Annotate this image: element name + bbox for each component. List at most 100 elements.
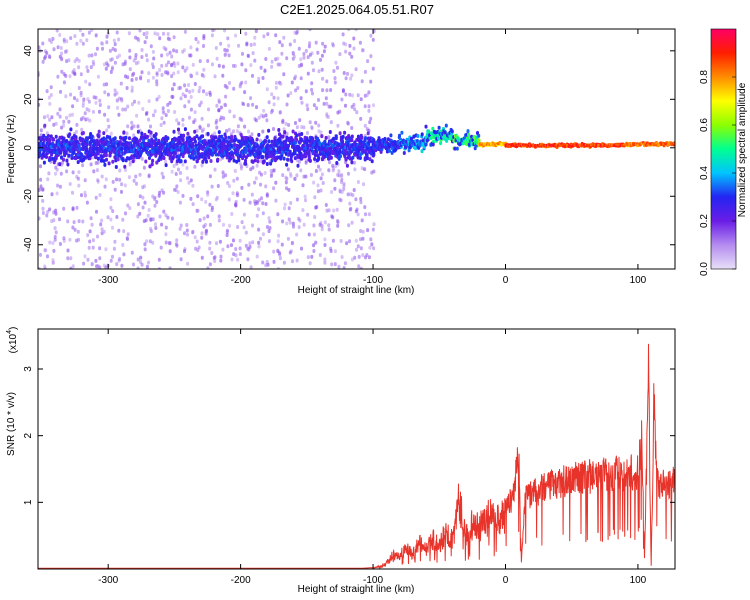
spectrogram-cell bbox=[193, 139, 197, 144]
spectrogram-cell bbox=[310, 60, 314, 65]
spectrogram-cell bbox=[232, 178, 236, 183]
spectrogram-cell bbox=[94, 33, 98, 38]
spectrogram-cell bbox=[369, 33, 373, 38]
spectrogram-cell bbox=[207, 155, 211, 160]
spectrogram-cell bbox=[62, 157, 65, 162]
spectrogram-cell bbox=[208, 222, 212, 227]
spectrogram-cell bbox=[76, 160, 80, 165]
spectrogram-cell bbox=[136, 214, 140, 219]
spectrogram-cell bbox=[91, 109, 95, 114]
spectrogram-cell bbox=[67, 153, 71, 158]
spectrogram-cell bbox=[143, 200, 147, 205]
spectrogram-cell bbox=[222, 116, 226, 121]
spectrogram-cell bbox=[336, 65, 339, 70]
spectrogram-cell bbox=[151, 158, 155, 163]
spectrogram-cell bbox=[473, 146, 477, 151]
spectrogram-cell bbox=[306, 107, 310, 112]
snr-frame bbox=[37, 328, 676, 570]
spectrogram-cell bbox=[313, 215, 317, 219]
spectrogram-cell bbox=[48, 137, 51, 142]
spectrogram-cell bbox=[296, 163, 300, 168]
spectrogram-cell bbox=[253, 158, 257, 163]
spectrogram-cell bbox=[170, 74, 174, 79]
spectrogram-cell bbox=[276, 239, 280, 244]
spectrogram-cell bbox=[65, 49, 69, 54]
spectrogram-cell bbox=[109, 197, 113, 202]
spectrogram-cell bbox=[255, 213, 259, 218]
spectrogram-cell bbox=[255, 254, 259, 259]
spectrogram-cell bbox=[153, 197, 157, 202]
spectrogram-cell bbox=[78, 29, 82, 33]
spectrogram-cell bbox=[86, 233, 90, 238]
spectrogram-cell bbox=[371, 227, 375, 232]
spectrogram-cell bbox=[135, 181, 138, 186]
spectrogram-cell bbox=[288, 220, 292, 225]
spectrogram-cell bbox=[369, 79, 373, 84]
spectrogram-cell bbox=[121, 243, 125, 247]
spectrogram-cell bbox=[38, 102, 41, 107]
spectrogram-cell bbox=[113, 187, 117, 192]
spectrogram-cell bbox=[264, 57, 268, 61]
spectrogram-cell bbox=[256, 159, 260, 164]
snr-scale-exponent: 4 bbox=[6, 330, 13, 334]
spectrogram-cell bbox=[130, 78, 134, 82]
spectrogram-cell bbox=[183, 249, 186, 254]
spectrogram-cell bbox=[193, 164, 197, 169]
spectrogram-cell bbox=[353, 160, 356, 165]
spectrogram-cell bbox=[287, 187, 291, 192]
spectrogram-cell bbox=[277, 233, 281, 238]
spectrogram-cell bbox=[60, 69, 64, 74]
spectrogram-cell bbox=[138, 194, 142, 199]
spectrogram-cell bbox=[52, 248, 56, 253]
spectrogram-panel: -300 -200 -100 0 100 40 20 0 -20 -40 Height of s… bbox=[6, 28, 676, 296]
spectrogram-cell bbox=[147, 117, 150, 122]
y-tick-label: 20 bbox=[23, 93, 34, 105]
spectrogram-cell bbox=[143, 247, 147, 252]
spectrogram-cell bbox=[166, 136, 170, 141]
spectrogram-cell bbox=[342, 187, 346, 192]
spectrogram-cell bbox=[314, 169, 318, 173]
spectrogram-cell bbox=[278, 40, 282, 45]
spectrogram-cell bbox=[170, 63, 173, 68]
spectrogram-cell bbox=[282, 72, 286, 77]
spectrogram-cell bbox=[103, 90, 107, 95]
spectrogram-cell bbox=[290, 80, 294, 85]
spectrogram-cell bbox=[137, 38, 141, 43]
spectrogram-cell bbox=[274, 180, 278, 185]
spectrogram-cell bbox=[279, 81, 283, 86]
spectrogram-cell bbox=[113, 239, 117, 244]
spectrogram-cell bbox=[290, 240, 294, 245]
svg-text:(x104): (x104) bbox=[6, 327, 19, 354]
spectrogram-cell bbox=[284, 180, 288, 185]
spectrogram-cell bbox=[80, 153, 84, 158]
spectrogram-cell bbox=[148, 239, 152, 244]
spectrogram-cell bbox=[117, 228, 121, 233]
spectrogram-cell bbox=[242, 153, 246, 158]
spectrogram-cell bbox=[234, 33, 238, 38]
spectrogram-cell bbox=[286, 236, 290, 241]
spectrogram-cell bbox=[127, 31, 131, 36]
spectrogram-cell bbox=[188, 115, 191, 120]
spectrogram-cell bbox=[85, 200, 89, 205]
spectrogram-cell bbox=[85, 38, 89, 43]
spectrogram-cell bbox=[115, 262, 119, 267]
spectrogram-cell bbox=[47, 171, 51, 176]
spectrogram-cell bbox=[300, 137, 304, 142]
spectrogram-cell bbox=[118, 177, 122, 182]
spectrogram-cell bbox=[88, 229, 92, 234]
spectrogram-cell bbox=[109, 70, 113, 74]
spectrogram-cell bbox=[358, 40, 362, 45]
spectrogram-cell bbox=[81, 131, 85, 135]
spectrogram-cell bbox=[38, 148, 42, 152]
spectrogram-cell bbox=[232, 238, 235, 243]
spectrogram-cell bbox=[98, 265, 102, 269]
spectrogram-cell bbox=[41, 41, 45, 46]
spectrogram-cell bbox=[341, 32, 345, 37]
spectrogram-cell bbox=[92, 62, 96, 67]
snr-panel: -300 -200 -100 0 100 1 2 3 Height of straight … bbox=[6, 327, 676, 595]
spectrogram-cell bbox=[206, 131, 210, 136]
spectrogram-cell bbox=[157, 266, 161, 269]
spectrogram-cell bbox=[54, 121, 58, 126]
spectrogram-cell bbox=[354, 197, 358, 202]
